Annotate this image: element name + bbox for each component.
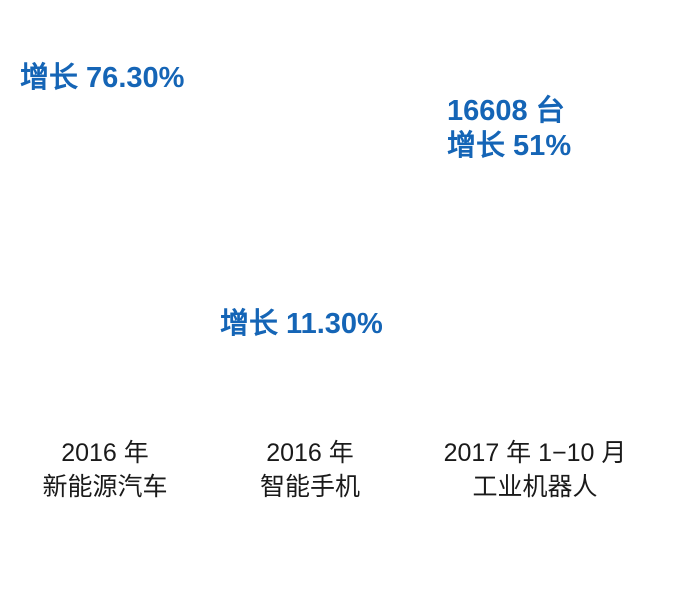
phone-growth-stat: 增长 11.30% (220, 308, 383, 340)
category-name: 新能源汽车 (42, 473, 168, 501)
category-label-phone: 2016 年 智能手机 (210, 436, 410, 504)
category-name: 工业机器人 (472, 473, 598, 501)
category-year: 2016 年 (61, 439, 149, 467)
category-label-nev: 2016 年 新能源汽车 (10, 436, 200, 504)
robot-growth-stat: 增长 51% (447, 130, 572, 162)
nev-growth-stat: 增长 76.30% (20, 62, 185, 94)
robot-stat-group: 16608 台 增长 51% (447, 94, 571, 164)
robot-units-stat: 16608 台 (447, 95, 565, 127)
category-name: 智能手机 (259, 473, 360, 501)
category-label-robot: 2017 年 1−10 月 工业机器人 (415, 436, 655, 504)
category-period: 2017 年 1−10 月 (443, 439, 627, 467)
category-year: 2016 年 (266, 439, 354, 467)
